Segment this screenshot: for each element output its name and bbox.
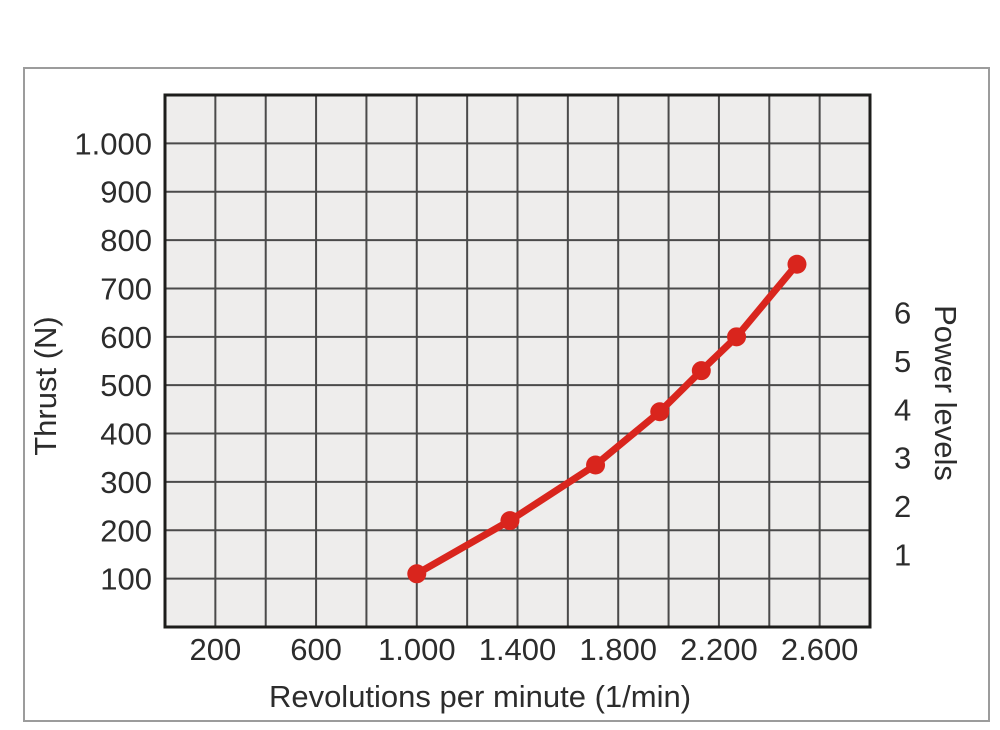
x-tick-label: 600 xyxy=(290,632,342,667)
x-tick-label: 2.600 xyxy=(781,632,859,667)
power-level-labels: 1 2 3 4 5 6 xyxy=(894,296,911,573)
power-level-label: 1 xyxy=(894,537,911,572)
x-tick-label: 1.800 xyxy=(579,632,657,667)
plot-border xyxy=(163,93,872,629)
power-levels-title: Power levels xyxy=(928,305,963,481)
data-point-marker xyxy=(586,455,606,475)
y-tick-label: 500 xyxy=(100,368,152,403)
grid-lines xyxy=(163,93,872,629)
y-tick-label: 100 xyxy=(100,562,152,597)
x-tick-label: 1.400 xyxy=(479,632,557,667)
y-tick-label: 600 xyxy=(100,320,152,355)
y-tick-label: 300 xyxy=(100,465,152,500)
y-tick-label: 700 xyxy=(100,271,152,306)
data-point-marker xyxy=(500,511,520,531)
axis-tick-labels: 100 200 300 400 500 600 700 800 900 1.000 200 600 1.… xyxy=(74,126,858,667)
data-point-marker xyxy=(650,402,670,422)
y-tick-label: 1.000 xyxy=(74,126,152,161)
power-level-label: 3 xyxy=(894,441,911,476)
y-tick-label: 400 xyxy=(100,417,152,452)
y-axis-title: Thrust (N) xyxy=(28,316,63,456)
data-point-marker xyxy=(727,327,747,347)
x-tick-label: 200 xyxy=(189,632,241,667)
data-point-marker xyxy=(691,361,711,381)
y-tick-label: 200 xyxy=(100,513,152,548)
y-tick-label: 900 xyxy=(100,175,152,210)
data-point-marker xyxy=(787,254,807,274)
x-tick-label: 1.000 xyxy=(378,632,456,667)
x-tick-label: 2.200 xyxy=(680,632,758,667)
power-level-label: 6 xyxy=(894,296,911,331)
data-point-marker xyxy=(407,564,427,584)
x-axis-title: Revolutions per minute (1/min) xyxy=(268,679,692,714)
power-level-label: 4 xyxy=(894,392,911,427)
thrust-curve xyxy=(407,254,807,584)
power-level-label: 2 xyxy=(894,489,911,524)
y-tick-label: 800 xyxy=(100,223,152,258)
power-level-label: 5 xyxy=(894,344,911,379)
